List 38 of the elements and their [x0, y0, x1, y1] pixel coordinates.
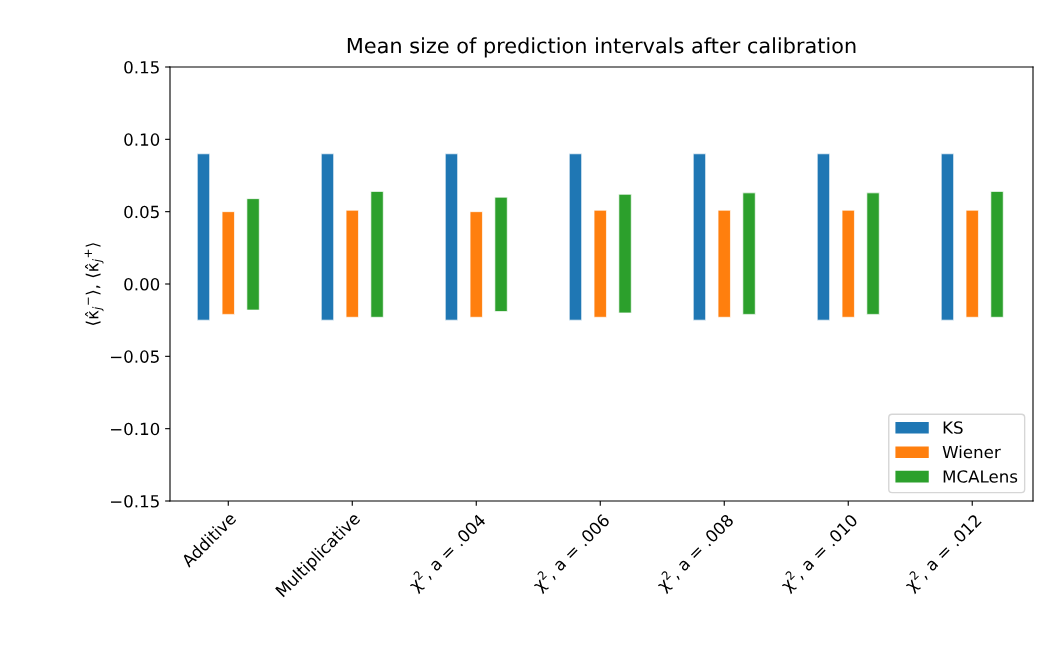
y-tick-label: 0.00 — [124, 277, 160, 291]
chart-title: Mean size of prediction intervals after calibration — [347, 37, 856, 58]
x-tick-label: χ$^{2}$, a = .012 — [901, 511, 985, 595]
bar — [990, 191, 1004, 318]
y-tick-label: −0.05 — [110, 350, 159, 363]
bar — [469, 211, 483, 318]
legend-label: Wiener — [942, 445, 1001, 459]
bar — [568, 153, 583, 321]
y-tick-label: 0.10 — [124, 133, 160, 146]
x-tick-label: χ$^{2}$, a = .004 — [405, 511, 489, 595]
bar — [816, 153, 830, 321]
bar — [593, 209, 607, 318]
legend-label: MCALens — [943, 470, 1018, 483]
bar — [370, 191, 384, 318]
x-tick-label: χ$^{2}$, a = .010 — [777, 511, 861, 595]
bar — [717, 209, 731, 318]
bar — [196, 153, 211, 321]
bar — [841, 209, 855, 318]
bar — [965, 209, 979, 318]
bar — [320, 153, 335, 321]
bar — [940, 153, 954, 321]
y-tick-label: −0.10 — [110, 422, 160, 436]
bar — [246, 198, 260, 311]
y-axis-title: ⟨κ̂$_{j}$$^{−}$⟩, ⟨κ̂$_{j}$$^{+}$⟩ — [84, 243, 104, 325]
bar — [692, 153, 707, 321]
bar — [742, 192, 756, 315]
y-tick-label: −0.15 — [110, 494, 159, 508]
bar — [618, 193, 632, 314]
legend-label: KS — [943, 421, 963, 434]
x-tick-label: χ$^{2}$, a = .006 — [529, 511, 613, 595]
y-tick-label: 0.05 — [124, 205, 159, 219]
x-tick-label: χ$^{2}$, a = .008 — [653, 511, 737, 595]
bar — [345, 209, 359, 318]
bar — [221, 211, 235, 315]
bar — [866, 192, 880, 315]
bar — [444, 153, 459, 321]
y-tick-label: 0.15 — [124, 60, 159, 74]
bar — [494, 196, 508, 312]
